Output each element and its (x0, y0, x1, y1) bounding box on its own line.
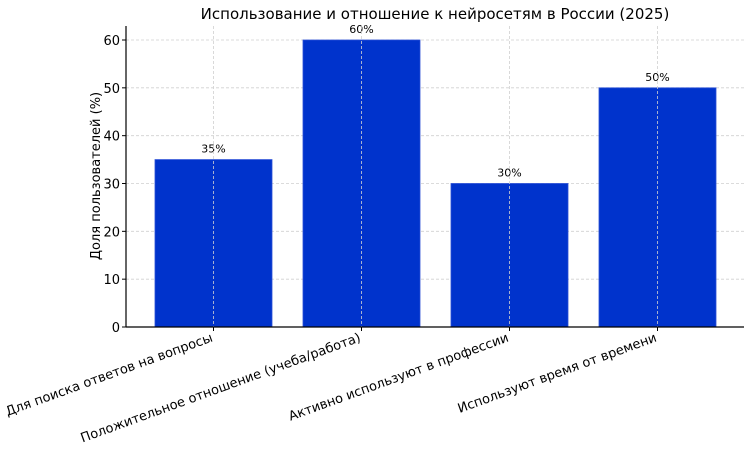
y-axis-label: Доля пользователей (%) (89, 92, 104, 260)
x-axis-ticks: Для поиска ответов на вопросыПоложительн… (4, 327, 659, 446)
bar-value-label: 60% (349, 23, 373, 36)
y-tick-label: 40 (103, 130, 120, 145)
axes (125, 26, 744, 328)
y-axis-ticks: 0 10 20 30 40 50 60 (103, 34, 126, 336)
y-tick-label: 10 (103, 273, 120, 288)
bar (450, 183, 569, 328)
y-tick-label: 20 (103, 225, 120, 240)
bars: 35%60%30%50% (154, 23, 717, 328)
y-tick-label: 60 (103, 34, 120, 49)
y-tick-label: 0 (112, 321, 120, 336)
chart-title: Использование и отношение к нейросетям в… (201, 5, 670, 23)
y-tick-label: 50 (103, 82, 120, 97)
x-tick-label: Положительное отношение (учеба/работа) (79, 331, 363, 447)
y-tick-label: 30 (103, 178, 120, 193)
bar-value-label: 35% (201, 143, 225, 156)
